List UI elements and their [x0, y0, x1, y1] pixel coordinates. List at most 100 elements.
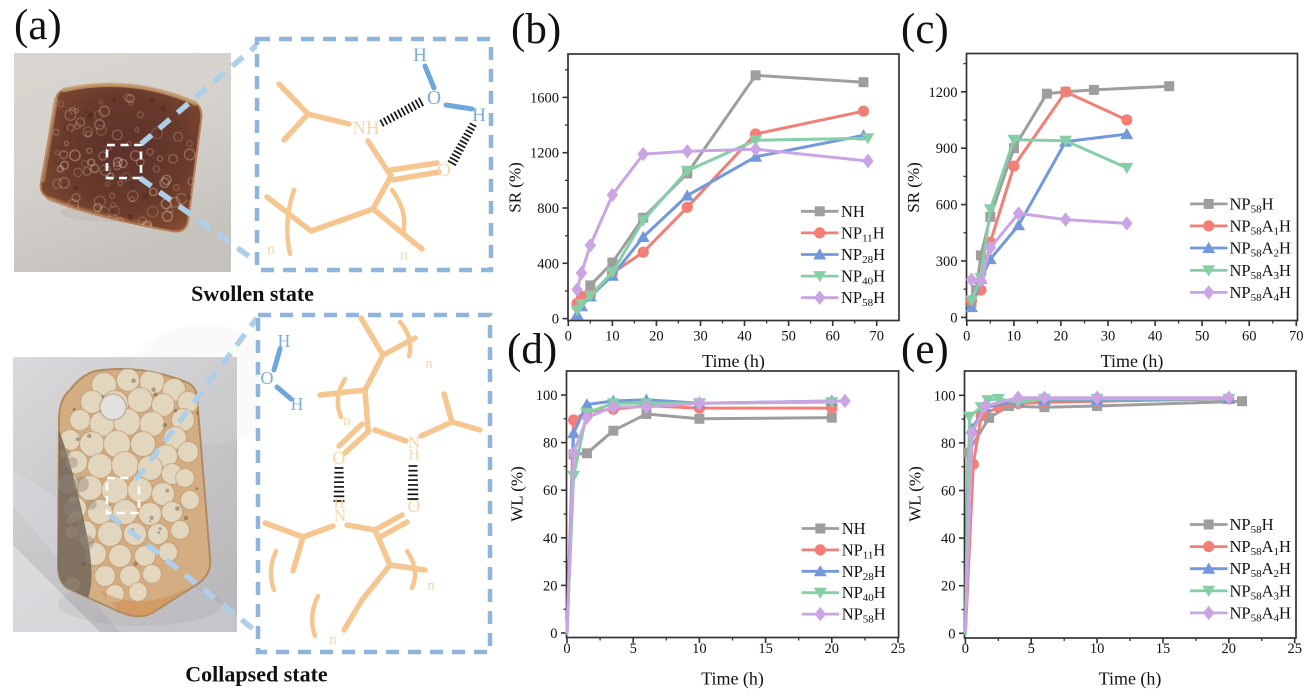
svg-text:50: 50: [1195, 329, 1210, 345]
svg-text:NP40H: NP40H: [842, 583, 886, 604]
svg-text:NH: NH: [841, 202, 865, 221]
svg-text:NP58H: NP58H: [1230, 515, 1274, 536]
svg-text:NP40H: NP40H: [841, 267, 885, 288]
svg-text:60: 60: [1242, 329, 1257, 345]
svg-text:0: 0: [963, 329, 970, 345]
svg-text:n: n: [329, 632, 337, 648]
svg-text:n: n: [425, 356, 433, 372]
svg-text:H: H: [413, 45, 427, 66]
svg-text:600: 600: [936, 198, 958, 214]
svg-text:NP58H: NP58H: [842, 605, 886, 626]
svg-text:20: 20: [941, 579, 956, 595]
svg-text:1600: 1600: [530, 90, 559, 106]
svg-text:80: 80: [543, 436, 558, 452]
svg-text:10: 10: [692, 641, 707, 657]
svg-text:30: 30: [693, 329, 708, 345]
svg-text:NP58A1H: NP58A1H: [1230, 216, 1292, 237]
svg-text:n: n: [400, 247, 408, 264]
svg-text:80: 80: [941, 436, 956, 452]
svg-text:900: 900: [936, 141, 958, 157]
svg-text:Time (h): Time (h): [1101, 351, 1164, 372]
svg-text:40: 40: [1148, 329, 1163, 345]
svg-text:O: O: [427, 88, 441, 109]
svg-text:400: 400: [537, 256, 559, 272]
svg-text:WL (%): WL (%): [906, 466, 925, 522]
svg-text:0: 0: [948, 626, 955, 642]
svg-text:N: N: [334, 506, 346, 525]
svg-text:10: 10: [1090, 641, 1105, 657]
svg-text:Time (h): Time (h): [701, 669, 764, 690]
svg-text:NP11H: NP11H: [841, 223, 885, 244]
svg-text:NP58A4H: NP58A4H: [1230, 283, 1292, 304]
svg-text:5: 5: [630, 641, 637, 657]
svg-text:20: 20: [1222, 641, 1237, 657]
svg-text:0: 0: [962, 641, 969, 657]
svg-text:NP58H: NP58H: [1230, 194, 1274, 215]
svg-text:NP58H: NP58H: [841, 288, 885, 309]
svg-text:O: O: [333, 448, 346, 468]
svg-text:SR (%): SR (%): [904, 162, 923, 213]
svg-text:40: 40: [941, 531, 956, 547]
svg-text:NH: NH: [842, 519, 866, 538]
svg-text:5: 5: [1028, 641, 1035, 657]
svg-text:20: 20: [543, 578, 558, 594]
svg-text:40: 40: [737, 329, 752, 345]
svg-text:NP58A3H: NP58A3H: [1230, 581, 1292, 602]
svg-text:25: 25: [891, 641, 906, 657]
svg-text:H: H: [472, 105, 486, 126]
svg-text:20: 20: [1054, 329, 1069, 345]
svg-text:15: 15: [1156, 641, 1171, 657]
svg-text:20: 20: [825, 641, 840, 657]
svg-text:70: 70: [1289, 329, 1304, 345]
svg-text:O: O: [261, 368, 274, 388]
svg-text:NP28H: NP28H: [841, 245, 885, 266]
svg-text:H: H: [291, 394, 304, 414]
svg-text:(d): (d): [507, 326, 557, 373]
svg-text:30: 30: [1101, 329, 1116, 345]
svg-text:H: H: [334, 496, 345, 512]
svg-text:20: 20: [649, 329, 664, 345]
svg-text:n: n: [427, 578, 435, 594]
svg-text:NP58A3H: NP58A3H: [1230, 261, 1292, 282]
svg-text:Time (h): Time (h): [702, 351, 765, 372]
svg-text:1200: 1200: [929, 85, 958, 101]
svg-text:100: 100: [536, 388, 558, 404]
svg-text:100: 100: [934, 388, 956, 404]
svg-text:(a): (a): [14, 2, 62, 49]
svg-text:15: 15: [758, 641, 773, 657]
svg-text:0: 0: [563, 641, 570, 657]
svg-text:40: 40: [543, 531, 558, 547]
svg-text:NP58A2H: NP58A2H: [1230, 239, 1292, 260]
svg-text:(c): (c): [901, 6, 949, 53]
svg-text:NH: NH: [353, 119, 380, 139]
svg-text:NP58A2H: NP58A2H: [1230, 559, 1292, 580]
svg-text:Time (h): Time (h): [1099, 669, 1162, 690]
svg-text:300: 300: [936, 254, 958, 270]
svg-text:70: 70: [869, 329, 884, 345]
svg-text:NP11H: NP11H: [842, 540, 886, 561]
svg-text:n: n: [267, 241, 275, 258]
svg-text:25: 25: [1287, 641, 1302, 657]
svg-text:1200: 1200: [530, 146, 559, 162]
svg-text:NP28H: NP28H: [842, 562, 886, 583]
svg-text:O: O: [437, 160, 451, 181]
svg-text:N: N: [408, 433, 420, 452]
svg-text:800: 800: [537, 201, 559, 217]
svg-text:Collapsed state: Collapsed state: [185, 662, 328, 687]
svg-text:10: 10: [605, 329, 620, 345]
svg-text:WL (%): WL (%): [508, 466, 527, 522]
svg-text:0: 0: [550, 626, 557, 642]
svg-text:O: O: [408, 496, 421, 516]
svg-text:H: H: [409, 447, 420, 463]
svg-text:n: n: [343, 413, 351, 429]
svg-text:(b): (b): [511, 6, 561, 53]
svg-text:SR (%): SR (%): [506, 162, 525, 213]
svg-text:60: 60: [941, 484, 956, 500]
svg-text:0: 0: [950, 310, 957, 326]
svg-text:0: 0: [565, 329, 572, 345]
svg-text:0: 0: [552, 312, 559, 328]
svg-text:NP58A1H: NP58A1H: [1230, 537, 1292, 558]
svg-text:10: 10: [1007, 329, 1022, 345]
svg-text:60: 60: [825, 329, 840, 345]
svg-text:Swollen state: Swollen state: [191, 281, 314, 306]
